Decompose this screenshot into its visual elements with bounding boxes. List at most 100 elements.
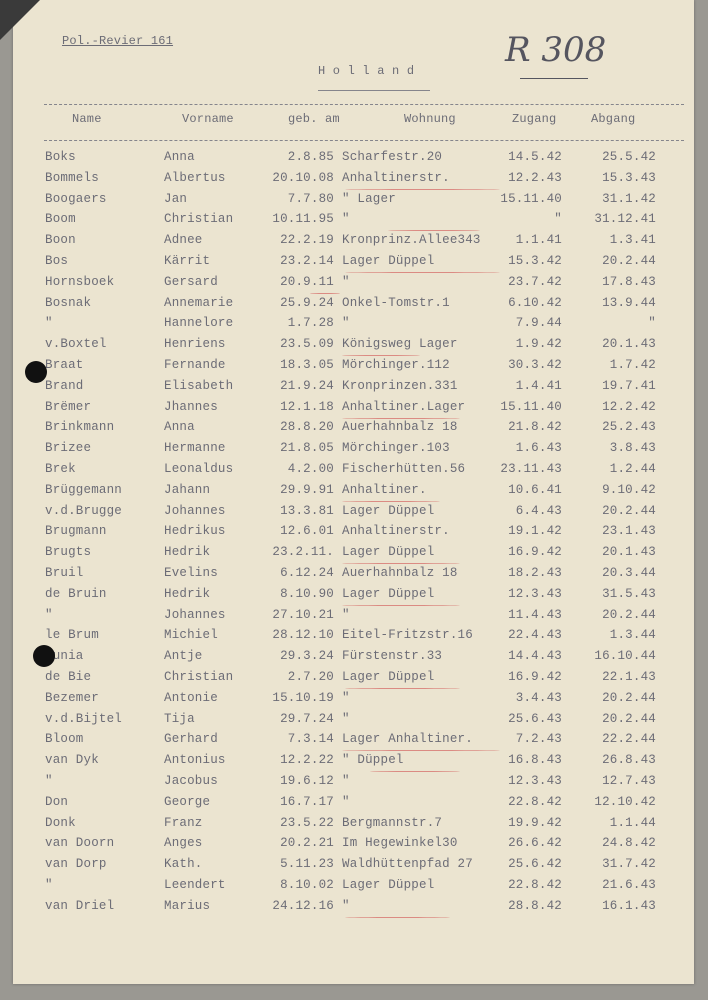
name-cell: Boon [45, 233, 76, 248]
address-cell: Lager Düppel [342, 545, 435, 560]
arrival-cell: 15.11.40 [500, 399, 562, 414]
arrival-cell: 12.3.43 [508, 774, 562, 788]
arrival-cell: 7.2.43 [515, 732, 562, 747]
address-cell: " [342, 607, 350, 622]
punch-hole [33, 645, 55, 667]
arrival-cell: 18.2.43 [508, 566, 562, 580]
table-row: Bosnak Annemarie 25.9.24 Onkel-Tomstr.1 6.10… [0, 296, 708, 316]
departure-cell: 1.2.44 [609, 462, 656, 476]
vorname-cell: Anna [164, 150, 195, 164]
vorname-cell: Jan [164, 191, 188, 206]
birthdate-cell: 20.9.11 [280, 274, 334, 289]
birthdate-cell: 15.10.19 [272, 690, 334, 705]
arrival-cell: 26.6.42 [508, 836, 562, 851]
arrival-cell: 22.8.42 [508, 878, 562, 892]
arrival-cell: 21.8.42 [508, 420, 562, 435]
address-cell: Waldhüttenpfad 27 [342, 857, 473, 872]
birthdate-cell: 7.3.14 [287, 732, 334, 747]
birthdate-cell: 2.8.85 [287, 150, 334, 164]
birthdate-cell: 20.10.08 [272, 170, 334, 185]
address-cell: Lager Düppel [342, 586, 435, 601]
arrival-cell: 16.8.43 [508, 753, 562, 768]
name-cell: Hornsboek [45, 274, 115, 289]
vorname-cell: Antje [164, 649, 203, 664]
vorname-cell: Evelins [164, 566, 218, 580]
table-row: Braat Fernande 18.3.05 Mörchinger.112 30.3.4… [0, 358, 708, 378]
name-cell: Boks [45, 150, 76, 164]
vorname-cell: Johannes [164, 607, 226, 622]
page-title: H o l l a n d [318, 64, 415, 78]
name-cell: Bezemer [45, 690, 99, 705]
birthdate-cell: 21.8.05 [280, 441, 334, 456]
departure-cell: 1.3.44 [609, 628, 656, 643]
table-row: van Dyk Antonius 12.2.22 " Düppel 16.8.43 26.… [0, 753, 708, 773]
vorname-cell: Annemarie [164, 295, 234, 310]
name-cell: Bloom [45, 732, 84, 747]
birthdate-cell: 12.6.01 [280, 524, 334, 539]
col-abgang: Abgang [591, 112, 636, 126]
address-cell: Mörchinger.103 [342, 441, 450, 456]
police-district: Pol.-Revier 161 [62, 34, 174, 48]
birthdate-cell: 20.2.21 [280, 836, 334, 851]
table-row: Brugmann Hedrikus 12.6.01 Anhaltinerstr. 19.… [0, 524, 708, 544]
departure-cell: 16.1.43 [602, 898, 656, 913]
arrival-cell: 12.3.43 [508, 586, 562, 601]
arrival-cell: 23.7.42 [508, 274, 562, 289]
document-page [13, 0, 694, 984]
departure-cell: 22.2.44 [602, 732, 656, 747]
table-row: v.Boxtel Henriens 23.5.09 Königsweg Lager 1.… [0, 337, 708, 357]
birthdate-cell: 8.10.02 [280, 878, 334, 892]
arrival-cell: 19.1.42 [508, 524, 562, 539]
departure-cell: 3.8.43 [609, 441, 656, 456]
vorname-cell: Albertus [164, 170, 226, 185]
table-row: Brugts Hedrik 23.2.11. Lager Düppel 16.9.42 2… [0, 545, 708, 565]
address-cell: Kronprinzen.331 [342, 378, 458, 393]
col-zugang: Zugang [512, 112, 557, 126]
table-row: van Doorn Anges 20.2.21 Im Hegewinkel30 26.6… [0, 836, 708, 856]
birthdate-cell: 23.5.09 [280, 337, 334, 352]
name-cell: Brugmann [45, 524, 107, 539]
departure-cell: 12.2.42 [602, 399, 656, 414]
vorname-cell: Marius [164, 898, 211, 913]
table-row: " Hannelore 1.7.28 " 7.9.44 " [0, 316, 708, 336]
arrival-cell: 14.4.43 [508, 649, 562, 664]
table-row: " Johannes 27.10.21 " 11.4.43 20.2.44 [0, 608, 708, 628]
birthdate-cell: 12.1.18 [280, 399, 334, 414]
birthdate-cell: 16.7.17 [280, 794, 334, 809]
name-cell: Brizee [45, 441, 92, 456]
scan-corner [0, 0, 40, 40]
address-cell: Fürstenstr.33 [342, 649, 443, 664]
red-pencil-underline [310, 292, 340, 294]
departure-cell: 13.9.44 [602, 295, 656, 310]
departure-cell: 26.8.43 [602, 753, 656, 768]
table-row: Donk Franz 23.5.22 Bergmannstr.7 19.9.42 1.1.… [0, 816, 708, 836]
punch-hole [25, 361, 47, 383]
departure-cell: 16.10.44 [594, 649, 656, 664]
name-cell: " [45, 774, 53, 788]
address-cell: Anhaltinerstr. [342, 170, 450, 185]
departure-cell: 1.3.41 [609, 233, 656, 248]
vorname-cell: Anna [164, 420, 195, 435]
table-row: Brand Elisabeth 21.9.24 Kronprinzen.331 1.4.… [0, 379, 708, 399]
birthdate-cell: 23.2.11. [272, 545, 334, 560]
red-pencil-underline [345, 688, 460, 689]
name-cell: v.d.Brugge [45, 503, 123, 518]
departure-cell: 21.6.43 [602, 878, 656, 892]
name-cell: Don [45, 794, 69, 809]
name-cell: van Doorn [45, 836, 115, 851]
departure-cell: 20.2.44 [602, 607, 656, 622]
birthdate-cell: 12.2.22 [280, 753, 334, 768]
departure-cell: 12.10.42 [594, 794, 656, 809]
birthdate-cell: 23.5.22 [280, 815, 334, 830]
birthdate-cell: 5.11.23 [280, 857, 334, 872]
arrival-cell: 19.9.42 [508, 815, 562, 830]
vorname-cell: Franz [164, 815, 203, 830]
table-row: v.d.Bijtel Tija 29.7.24 " 25.6.43 20.2.44 [0, 712, 708, 732]
red-pencil-underline [345, 916, 450, 918]
vorname-cell: Christian [164, 212, 234, 227]
red-pencil-underline [342, 500, 440, 502]
birthdate-cell: 29.3.24 [280, 649, 334, 664]
departure-cell: 20.2.44 [602, 254, 656, 268]
address-cell: " Düppel [342, 753, 404, 768]
name-cell: Boom [45, 212, 76, 227]
